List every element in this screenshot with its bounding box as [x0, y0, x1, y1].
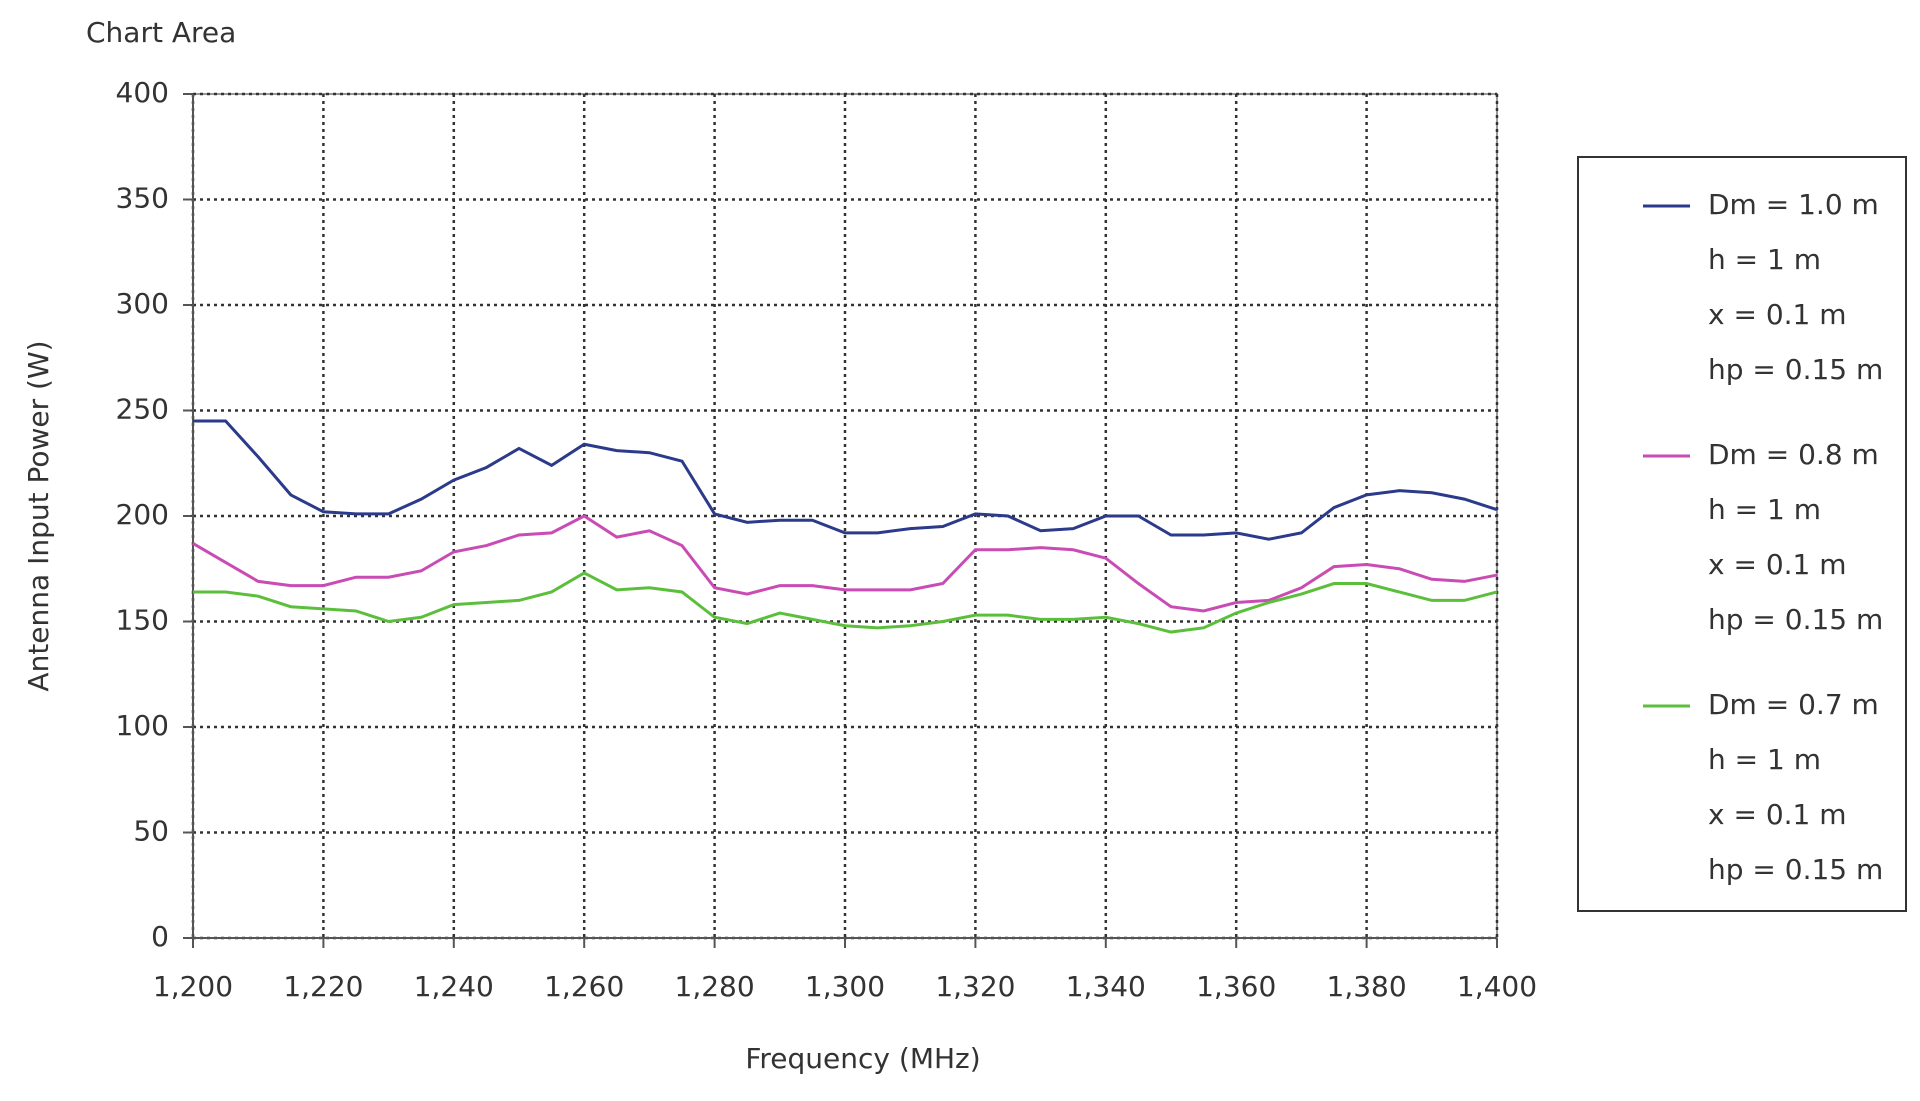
x-tick-label: 1,380 — [1327, 970, 1407, 1003]
legend-label: Dm = 0.7 m — [1708, 688, 1879, 721]
x-tick-label: 1,280 — [675, 970, 755, 1003]
y-tick-label: 350 — [116, 182, 169, 215]
x-tick-label: 1,320 — [935, 970, 1015, 1003]
legend-detail: hp = 0.15 m — [1708, 353, 1883, 386]
y-tick-label: 50 — [133, 815, 169, 848]
legend-label: Dm = 1.0 m — [1708, 188, 1879, 221]
y-tick-label: 300 — [116, 287, 169, 320]
x-tick-label: 1,240 — [414, 970, 494, 1003]
legend-detail: hp = 0.15 m — [1708, 853, 1883, 886]
x-tick-label: 1,200 — [153, 970, 233, 1003]
y-tick-label: 0 — [151, 920, 169, 953]
legend-detail: x = 0.1 m — [1708, 798, 1847, 831]
y-tick-label: 400 — [116, 76, 169, 109]
x-tick-label: 1,220 — [283, 970, 363, 1003]
y-tick-label: 150 — [116, 604, 169, 637]
x-axis-title: Frequency (MHz) — [745, 1042, 980, 1075]
legend-detail: hp = 0.15 m — [1708, 603, 1883, 636]
series-line — [193, 571, 1498, 634]
legend-detail: h = 1 m — [1708, 243, 1821, 276]
series-line — [192, 514, 1498, 613]
legend-box — [1577, 156, 1907, 912]
series-line — [193, 419, 1498, 541]
legend-label: Dm = 0.8 m — [1708, 438, 1879, 471]
y-axis-title: Antenna Input Power (W) — [22, 340, 55, 691]
x-tick-label: 1,400 — [1457, 970, 1537, 1003]
legend-detail: x = 0.1 m — [1708, 548, 1847, 581]
x-tick-label: 1,360 — [1196, 970, 1276, 1003]
y-tick-label: 250 — [116, 393, 169, 426]
y-tick-label: 100 — [116, 709, 169, 742]
x-tick-label: 1,340 — [1066, 970, 1146, 1003]
legend-detail: h = 1 m — [1708, 743, 1821, 776]
legend-detail: x = 0.1 m — [1708, 298, 1847, 331]
x-tick-label: 1,300 — [805, 970, 885, 1003]
x-tick-label: 1,260 — [544, 970, 624, 1003]
legend-detail: h = 1 m — [1708, 493, 1821, 526]
chart-area-label: Chart Area — [86, 16, 236, 49]
y-tick-label: 200 — [116, 498, 169, 531]
